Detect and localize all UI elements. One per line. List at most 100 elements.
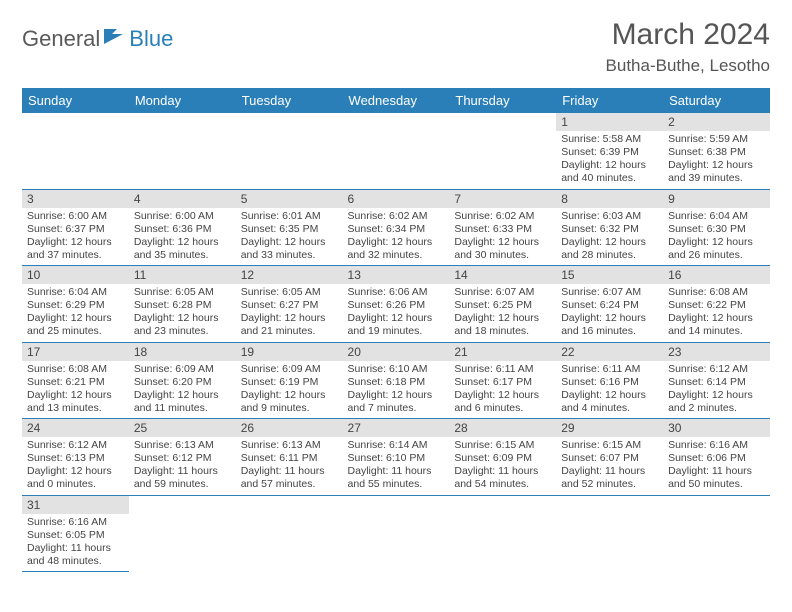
detail-line: Sunset: 6:33 PM — [454, 223, 551, 236]
detail-line: Daylight: 12 hours — [27, 465, 124, 478]
weekday-header: Friday — [556, 88, 663, 113]
weekday-header: Thursday — [449, 88, 556, 113]
detail-line: and 37 minutes. — [27, 249, 124, 262]
detail-line: Daylight: 12 hours — [454, 236, 551, 249]
calendar-week: ..........1Sunrise: 5:58 AMSunset: 6:39 … — [22, 113, 770, 189]
logo-text-blue: Blue — [129, 26, 173, 52]
detail-line: Sunset: 6:35 PM — [241, 223, 338, 236]
detail-line: Sunrise: 6:14 AM — [348, 439, 445, 452]
day-number: 20 — [343, 343, 450, 361]
detail-line: Sunset: 6:07 PM — [561, 452, 658, 465]
header: General Blue March 2024 Butha-Buthe, Les… — [22, 18, 770, 76]
day-number: 12 — [236, 266, 343, 284]
calendar-cell: 31Sunrise: 6:16 AMSunset: 6:05 PMDayligh… — [22, 495, 129, 572]
detail-line: Daylight: 12 hours — [561, 389, 658, 402]
calendar-cell: 18Sunrise: 6:09 AMSunset: 6:20 PMDayligh… — [129, 342, 236, 419]
calendar-cell: 28Sunrise: 6:15 AMSunset: 6:09 PMDayligh… — [449, 419, 556, 496]
day-number: 1 — [556, 113, 663, 131]
detail-line: Sunset: 6:22 PM — [668, 299, 765, 312]
detail-line: Daylight: 11 hours — [134, 465, 231, 478]
calendar-cell: 17Sunrise: 6:08 AMSunset: 6:21 PMDayligh… — [22, 342, 129, 419]
detail-line: Daylight: 12 hours — [27, 312, 124, 325]
detail-line: Sunset: 6:06 PM — [668, 452, 765, 465]
detail-line: Sunset: 6:21 PM — [27, 376, 124, 389]
detail-line: and 28 minutes. — [561, 249, 658, 262]
detail-line: Daylight: 12 hours — [668, 312, 765, 325]
day-number: 23 — [663, 343, 770, 361]
detail-line: Sunrise: 6:04 AM — [27, 286, 124, 299]
detail-line: Sunset: 6:10 PM — [348, 452, 445, 465]
day-number: 14 — [449, 266, 556, 284]
day-details: Sunrise: 6:15 AMSunset: 6:07 PMDaylight:… — [556, 437, 663, 495]
detail-line: Sunset: 6:14 PM — [668, 376, 765, 389]
detail-line: and 21 minutes. — [241, 325, 338, 338]
detail-line: and 40 minutes. — [561, 172, 658, 185]
calendar-table: SundayMondayTuesdayWednesdayThursdayFrid… — [22, 88, 770, 572]
day-details: Sunrise: 6:14 AMSunset: 6:10 PMDaylight:… — [343, 437, 450, 495]
detail-line: Sunrise: 6:01 AM — [241, 210, 338, 223]
detail-line: and 11 minutes. — [134, 402, 231, 415]
detail-line: Daylight: 12 hours — [27, 389, 124, 402]
detail-line: Sunset: 6:25 PM — [454, 299, 551, 312]
calendar-cell: 8Sunrise: 6:03 AMSunset: 6:32 PMDaylight… — [556, 189, 663, 266]
calendar-cell: 2Sunrise: 5:59 AMSunset: 6:38 PMDaylight… — [663, 113, 770, 189]
detail-line: Sunrise: 6:04 AM — [668, 210, 765, 223]
detail-line: Daylight: 11 hours — [454, 465, 551, 478]
day-details: Sunrise: 6:13 AMSunset: 6:12 PMDaylight:… — [129, 437, 236, 495]
detail-line: Daylight: 11 hours — [561, 465, 658, 478]
detail-line: and 30 minutes. — [454, 249, 551, 262]
calendar-cell: .. — [129, 113, 236, 189]
detail-line: Sunset: 6:39 PM — [561, 146, 658, 159]
calendar-cell: 24Sunrise: 6:12 AMSunset: 6:13 PMDayligh… — [22, 419, 129, 496]
calendar-cell: 7Sunrise: 6:02 AMSunset: 6:33 PMDaylight… — [449, 189, 556, 266]
calendar-cell: 20Sunrise: 6:10 AMSunset: 6:18 PMDayligh… — [343, 342, 450, 419]
weekday-header: Sunday — [22, 88, 129, 113]
calendar-body: ..........1Sunrise: 5:58 AMSunset: 6:39 … — [22, 113, 770, 572]
day-number: 4 — [129, 190, 236, 208]
day-details: Sunrise: 6:05 AMSunset: 6:28 PMDaylight:… — [129, 284, 236, 342]
calendar-cell: 25Sunrise: 6:13 AMSunset: 6:12 PMDayligh… — [129, 419, 236, 496]
detail-line: Sunrise: 5:59 AM — [668, 133, 765, 146]
detail-line: Sunrise: 6:05 AM — [134, 286, 231, 299]
detail-line: Daylight: 12 hours — [668, 389, 765, 402]
detail-line: and 59 minutes. — [134, 478, 231, 491]
logo: General Blue — [22, 26, 173, 52]
detail-line: and 33 minutes. — [241, 249, 338, 262]
detail-line: and 55 minutes. — [348, 478, 445, 491]
day-details: Sunrise: 6:04 AMSunset: 6:29 PMDaylight:… — [22, 284, 129, 342]
detail-line: Sunrise: 6:15 AM — [454, 439, 551, 452]
detail-line: Sunrise: 6:09 AM — [241, 363, 338, 376]
detail-line: Daylight: 12 hours — [241, 236, 338, 249]
day-number: 24 — [22, 419, 129, 437]
calendar-cell: 19Sunrise: 6:09 AMSunset: 6:19 PMDayligh… — [236, 342, 343, 419]
day-details: Sunrise: 6:05 AMSunset: 6:27 PMDaylight:… — [236, 284, 343, 342]
calendar-cell: 30Sunrise: 6:16 AMSunset: 6:06 PMDayligh… — [663, 419, 770, 496]
day-number: 7 — [449, 190, 556, 208]
detail-line: Sunset: 6:16 PM — [561, 376, 658, 389]
day-details: Sunrise: 6:08 AMSunset: 6:22 PMDaylight:… — [663, 284, 770, 342]
weekday-header: Monday — [129, 88, 236, 113]
detail-line: Sunset: 6:32 PM — [561, 223, 658, 236]
detail-line: and 6 minutes. — [454, 402, 551, 415]
day-details: Sunrise: 6:03 AMSunset: 6:32 PMDaylight:… — [556, 208, 663, 266]
day-details: Sunrise: 6:00 AMSunset: 6:37 PMDaylight:… — [22, 208, 129, 266]
day-details: Sunrise: 5:59 AMSunset: 6:38 PMDaylight:… — [663, 131, 770, 189]
detail-line: Sunset: 6:37 PM — [27, 223, 124, 236]
day-number: 21 — [449, 343, 556, 361]
day-number: 18 — [129, 343, 236, 361]
day-number: 11 — [129, 266, 236, 284]
detail-line: and 18 minutes. — [454, 325, 551, 338]
detail-line: Sunset: 6:24 PM — [561, 299, 658, 312]
day-number: 13 — [343, 266, 450, 284]
day-number: 2 — [663, 113, 770, 131]
day-number: 25 — [129, 419, 236, 437]
calendar-cell: .. — [236, 495, 343, 572]
calendar-cell: 14Sunrise: 6:07 AMSunset: 6:25 PMDayligh… — [449, 266, 556, 343]
detail-line: and 0 minutes. — [27, 478, 124, 491]
calendar-cell: 23Sunrise: 6:12 AMSunset: 6:14 PMDayligh… — [663, 342, 770, 419]
day-details: Sunrise: 6:12 AMSunset: 6:13 PMDaylight:… — [22, 437, 129, 495]
day-number: 10 — [22, 266, 129, 284]
detail-line: Sunset: 6:19 PM — [241, 376, 338, 389]
calendar-cell: 1Sunrise: 5:58 AMSunset: 6:39 PMDaylight… — [556, 113, 663, 189]
detail-line: Sunrise: 6:08 AM — [668, 286, 765, 299]
